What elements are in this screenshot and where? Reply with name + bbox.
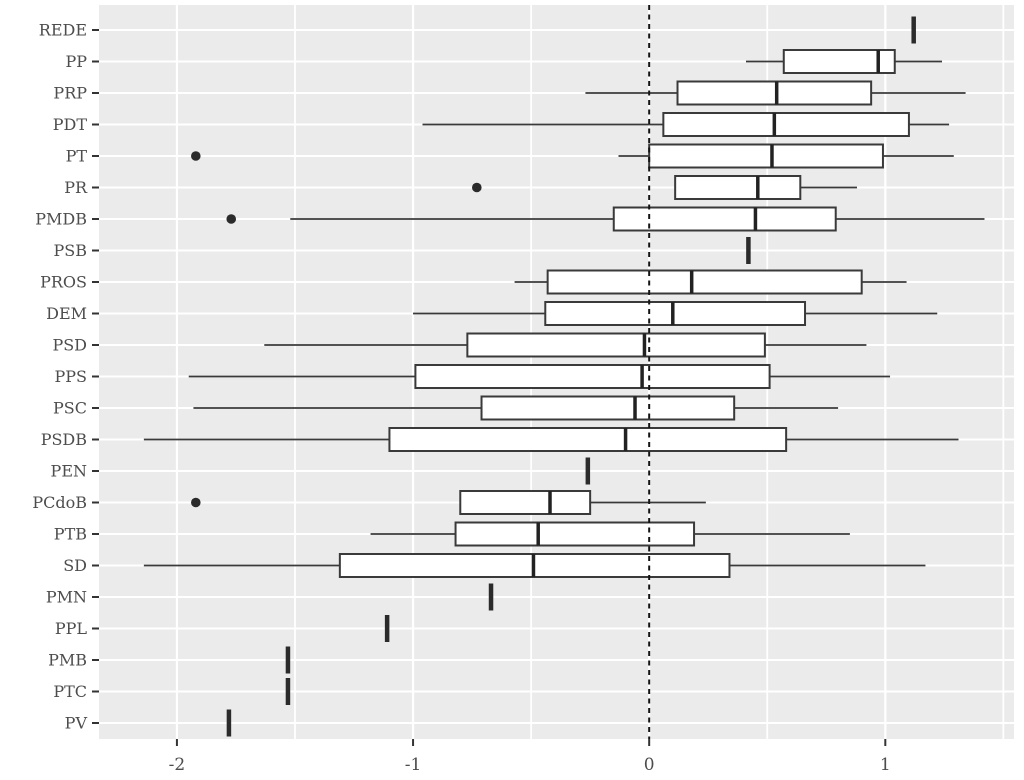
y-axis-label-PSDB: PSDB <box>41 430 87 449</box>
iqr-box-PMDB <box>612 206 837 232</box>
single-value-bar-PEN <box>585 457 591 485</box>
x-axis-label-1: 1 <box>880 755 891 775</box>
outlier-point-PR <box>472 182 482 193</box>
y-axis-label-PP: PP <box>65 52 87 71</box>
y-axis-label-PSD: PSD <box>52 336 87 355</box>
iqr-box-PRP <box>676 80 873 106</box>
y-axis-label-PTB: PTB <box>54 525 87 544</box>
x-axis-label-0: 0 <box>644 755 655 775</box>
y-axis-label-PSC: PSC <box>53 399 87 418</box>
x-axis-label--1: -1 <box>405 755 422 775</box>
outlier-point-PCdoB <box>191 497 201 508</box>
iqr-box-PSDB <box>388 427 788 452</box>
y-axis-label-PMB: PMB <box>48 651 87 670</box>
iqr-box-DEM <box>544 301 807 326</box>
y-axis-label-PV: PV <box>65 714 88 733</box>
y-axis-label-PCdoB: PCdoB <box>32 493 87 512</box>
iqr-box-PP <box>782 49 896 74</box>
single-value-bar-PPL <box>384 615 390 642</box>
single-value-bar-REDE <box>911 16 916 44</box>
y-axis-label-DEM: DEM <box>46 304 87 323</box>
y-axis-label-PEN: PEN <box>51 462 87 481</box>
iqr-box-PDT <box>662 112 910 137</box>
iqr-box-PR <box>674 175 802 200</box>
x-axis-label--2: -2 <box>169 755 186 775</box>
iqr-box-PPS <box>414 364 771 389</box>
y-axis-label-PPL: PPL <box>55 619 88 638</box>
y-axis-label-PMDB: PMDB <box>35 210 87 229</box>
y-axis-label-PR: PR <box>64 178 88 197</box>
y-axis-label-PSB: PSB <box>54 241 87 260</box>
y-axis-label-PROS: PROS <box>40 273 87 292</box>
iqr-box-PCdoB <box>459 490 592 515</box>
iqr-box-PROS <box>546 269 863 295</box>
single-value-bar-PTC <box>285 678 291 705</box>
y-axis-label-REDE: REDE <box>39 21 87 40</box>
outlier-point-PT <box>191 151 201 161</box>
iqr-box-PSC <box>480 395 736 421</box>
y-axis-label-PPS: PPS <box>55 367 88 386</box>
y-axis-label-PDT: PDT <box>53 115 88 134</box>
y-axis-label-PMN: PMN <box>46 588 87 607</box>
iqr-box-PT <box>648 143 884 169</box>
single-value-bar-PMB <box>285 646 291 674</box>
y-axis-label-PRP: PRP <box>53 84 87 103</box>
y-axis-label-SD: SD <box>63 556 87 575</box>
y-axis-label-PTC: PTC <box>53 682 87 701</box>
single-value-bar-PMN <box>488 583 494 611</box>
y-axis-label-PT: PT <box>66 147 88 166</box>
iqr-box-PTB <box>454 521 696 547</box>
single-value-bar-PSB <box>746 237 751 264</box>
single-value-bar-PV <box>226 709 232 737</box>
iqr-box-PSD <box>466 332 766 358</box>
outlier-point-PMDB <box>226 214 237 224</box>
